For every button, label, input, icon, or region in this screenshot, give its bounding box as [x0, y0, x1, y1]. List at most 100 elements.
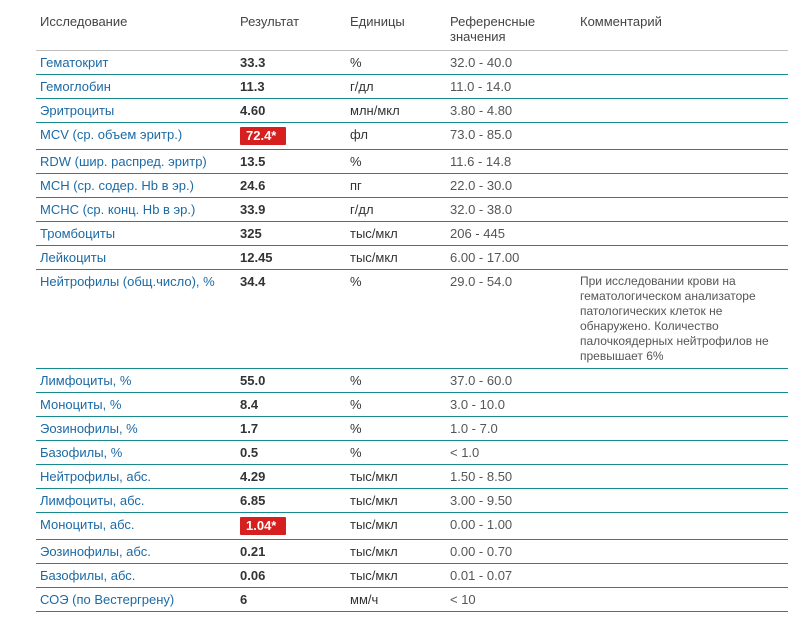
cell-result: 33.9: [236, 198, 346, 222]
cell-units: тыс/мкл: [346, 540, 446, 564]
cell-units: %: [346, 369, 446, 393]
cell-test-name: Лейкоциты: [36, 246, 236, 270]
cell-reference-range: 3.00 - 9.50: [446, 489, 576, 513]
cell-units: тыс/мкл: [346, 564, 446, 588]
cell-result: 6.85: [236, 489, 346, 513]
cell-comment: [576, 393, 788, 417]
table-row: Базофилы, абс.0.06тыс/мкл0.01 - 0.07: [36, 564, 788, 588]
cell-reference-range: 32.0 - 38.0: [446, 198, 576, 222]
cell-comment: [576, 465, 788, 489]
cell-reference-range: 11.6 - 14.8: [446, 150, 576, 174]
cell-test-name: Базофилы, %: [36, 441, 236, 465]
cell-units: %: [346, 150, 446, 174]
cell-units: фл: [346, 123, 446, 150]
col-header-name: Исследование: [36, 10, 236, 51]
cell-test-name: Эритроциты: [36, 99, 236, 123]
cell-result: 8.4: [236, 393, 346, 417]
cell-result: 0.21: [236, 540, 346, 564]
cell-reference-range: 29.0 - 54.0: [446, 270, 576, 369]
cell-units: %: [346, 51, 446, 75]
table-row: MCH (ср. содер. Hb в эр.)24.6пг22.0 - 30…: [36, 174, 788, 198]
table-row: Моноциты, абс.1.04*тыс/мкл0.00 - 1.00: [36, 513, 788, 540]
cell-result: 0.5: [236, 441, 346, 465]
cell-comment: [576, 75, 788, 99]
cell-units: тыс/мкл: [346, 513, 446, 540]
cell-result: 72.4*: [236, 123, 346, 150]
cell-result: 4.29: [236, 465, 346, 489]
cell-units: тыс/мкл: [346, 489, 446, 513]
cell-result: 1.7: [236, 417, 346, 441]
cell-result: 11.3: [236, 75, 346, 99]
cell-result: 325: [236, 222, 346, 246]
table-row: СОЭ (по Вестергрену)6мм/ч< 10: [36, 588, 788, 612]
cell-units: тыс/мкл: [346, 465, 446, 489]
cell-test-name: Гематокрит: [36, 51, 236, 75]
col-header-comment: Комментарий: [576, 10, 788, 51]
table-row: Нейтрофилы (общ.число), %34.4%29.0 - 54.…: [36, 270, 788, 369]
cell-test-name: Базофилы, абс.: [36, 564, 236, 588]
cell-comment: [576, 246, 788, 270]
cell-result: 4.60: [236, 99, 346, 123]
cell-units: г/дл: [346, 198, 446, 222]
cell-reference-range: 3.0 - 10.0: [446, 393, 576, 417]
abnormal-flag: 1.04*: [240, 517, 286, 535]
cell-result: 33.3: [236, 51, 346, 75]
cell-test-name: Тромбоциты: [36, 222, 236, 246]
abnormal-flag: 72.4*: [240, 127, 286, 145]
cell-units: тыс/мкл: [346, 246, 446, 270]
table-row: Гемоглобин11.3г/дл11.0 - 14.0: [36, 75, 788, 99]
table-row: MCHC (ср. конц. Hb в эр.)33.9г/дл32.0 - …: [36, 198, 788, 222]
cell-comment: [576, 513, 788, 540]
cell-reference-range: 32.0 - 40.0: [446, 51, 576, 75]
cell-reference-range: 3.80 - 4.80: [446, 99, 576, 123]
cell-units: г/дл: [346, 75, 446, 99]
cell-units: пг: [346, 174, 446, 198]
cell-test-name: MCV (ср. объем эритр.): [36, 123, 236, 150]
cell-test-name: MCHC (ср. конц. Hb в эр.): [36, 198, 236, 222]
table-row: Лейкоциты12.45тыс/мкл6.00 - 17.00: [36, 246, 788, 270]
cell-comment: [576, 198, 788, 222]
table-row: Тромбоциты325тыс/мкл206 - 445: [36, 222, 788, 246]
cell-comment: При исследовании крови на гематологическ…: [576, 270, 788, 369]
cell-reference-range: 206 - 445: [446, 222, 576, 246]
table-row: Нейтрофилы, абс.4.29тыс/мкл1.50 - 8.50: [36, 465, 788, 489]
lab-report-sheet: Исследование Результат Единицы Референсн…: [0, 0, 812, 622]
cell-test-name: Лимфоциты, %: [36, 369, 236, 393]
table-row: Гематокрит33.3%32.0 - 40.0: [36, 51, 788, 75]
cell-units: мм/ч: [346, 588, 446, 612]
cell-units: млн/мкл: [346, 99, 446, 123]
cell-reference-range: 1.0 - 7.0: [446, 417, 576, 441]
cell-comment: [576, 99, 788, 123]
cell-test-name: MCH (ср. содер. Hb в эр.): [36, 174, 236, 198]
table-row: Эозинофилы, абс.0.21тыс/мкл0.00 - 0.70: [36, 540, 788, 564]
cell-reference-range: 11.0 - 14.0: [446, 75, 576, 99]
cell-comment: [576, 540, 788, 564]
cell-result: 6: [236, 588, 346, 612]
cell-result: 0.06: [236, 564, 346, 588]
cell-result: 24.6: [236, 174, 346, 198]
table-row: RDW (шир. распред. эритр)13.5%11.6 - 14.…: [36, 150, 788, 174]
cell-reference-range: < 10: [446, 588, 576, 612]
cell-comment: [576, 369, 788, 393]
cell-comment: [576, 123, 788, 150]
results-table: Исследование Результат Единицы Референсн…: [36, 10, 788, 612]
table-row: Моноциты, %8.4%3.0 - 10.0: [36, 393, 788, 417]
table-row: Лимфоциты, абс.6.85тыс/мкл3.00 - 9.50: [36, 489, 788, 513]
cell-test-name: Эозинофилы, %: [36, 417, 236, 441]
cell-test-name: Эозинофилы, абс.: [36, 540, 236, 564]
cell-result: 12.45: [236, 246, 346, 270]
cell-units: %: [346, 270, 446, 369]
cell-result: 34.4: [236, 270, 346, 369]
table-header-row: Исследование Результат Единицы Референсн…: [36, 10, 788, 51]
cell-comment: [576, 588, 788, 612]
cell-comment: [576, 150, 788, 174]
cell-result: 13.5: [236, 150, 346, 174]
table-body: Гематокрит33.3%32.0 - 40.0Гемоглобин11.3…: [36, 51, 788, 612]
cell-test-name: Моноциты, абс.: [36, 513, 236, 540]
cell-comment: [576, 51, 788, 75]
cell-reference-range: < 1.0: [446, 441, 576, 465]
cell-comment: [576, 441, 788, 465]
cell-units: %: [346, 393, 446, 417]
cell-comment: [576, 489, 788, 513]
cell-test-name: Нейтрофилы, абс.: [36, 465, 236, 489]
